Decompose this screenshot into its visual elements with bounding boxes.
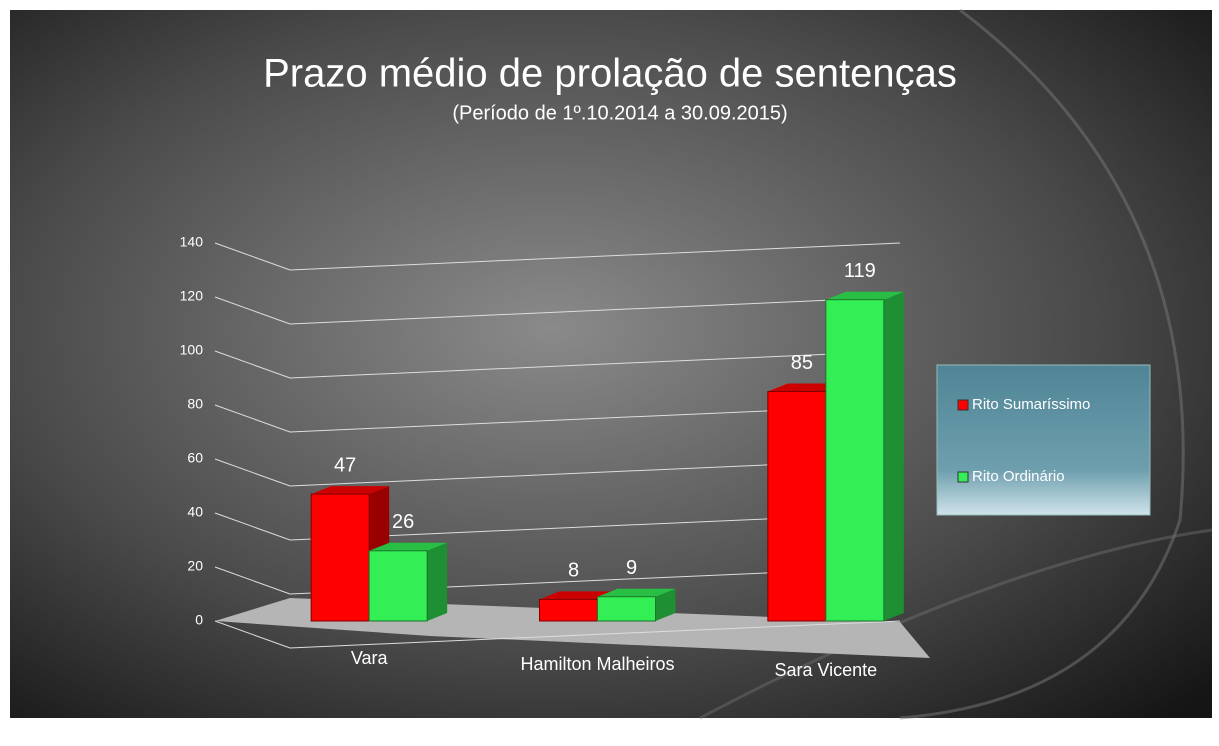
value-label: 85 (791, 352, 813, 374)
y-tick-label: 20 (187, 558, 203, 574)
bar-side (655, 588, 676, 621)
bar (539, 598, 598, 622)
grid-line (214, 404, 901, 433)
grid-line (214, 458, 901, 487)
grid-line (214, 350, 901, 379)
legend (936, 364, 1151, 516)
legend-label: Rito Ordinário (972, 468, 1065, 485)
grid-line (214, 620, 901, 649)
y-tick-label: 120 (180, 288, 204, 304)
value-label: 47 (334, 454, 356, 476)
grid-line (214, 242, 901, 271)
bar (310, 493, 370, 622)
x-tick-label: Hamilton Malheiros (520, 654, 674, 674)
grid-line (214, 512, 901, 541)
legend-swatch (957, 399, 969, 411)
x-tick-label: Sara Vicente (774, 660, 877, 680)
y-tick-label: 80 (187, 396, 203, 412)
grid-line (214, 566, 901, 595)
legend-label: Rito Sumaríssimo (972, 396, 1090, 413)
bar (825, 299, 885, 622)
bar-top (369, 542, 448, 551)
legend-swatch (957, 471, 969, 483)
value-label: 9 (626, 557, 637, 579)
decor-arc (699, 528, 1213, 720)
value-label: 26 (392, 511, 414, 533)
y-tick-label: 100 (180, 342, 204, 358)
bar (597, 596, 656, 622)
bar-top (597, 588, 676, 597)
y-tick-label: 140 (180, 234, 204, 250)
y-tick-label: 40 (187, 504, 203, 520)
bar-top (825, 291, 904, 300)
y-tick-label: 0 (195, 612, 203, 628)
chart-subtitle: (Período de 1º.10.2014 a 30.09.2015) (452, 102, 787, 124)
value-label: 119 (844, 260, 876, 282)
chart-title: Prazo médio de prolação de sentenças (263, 52, 957, 96)
bar-top (311, 486, 390, 495)
grid-line (214, 296, 901, 325)
bar-side (427, 542, 448, 621)
bar (767, 391, 827, 622)
y-tick-label: 60 (187, 450, 203, 466)
bar (368, 550, 428, 622)
bar-side (883, 291, 904, 621)
value-label: 8 (568, 560, 579, 582)
x-tick-label: Vara (351, 648, 389, 668)
decor-arc (899, 8, 1185, 720)
